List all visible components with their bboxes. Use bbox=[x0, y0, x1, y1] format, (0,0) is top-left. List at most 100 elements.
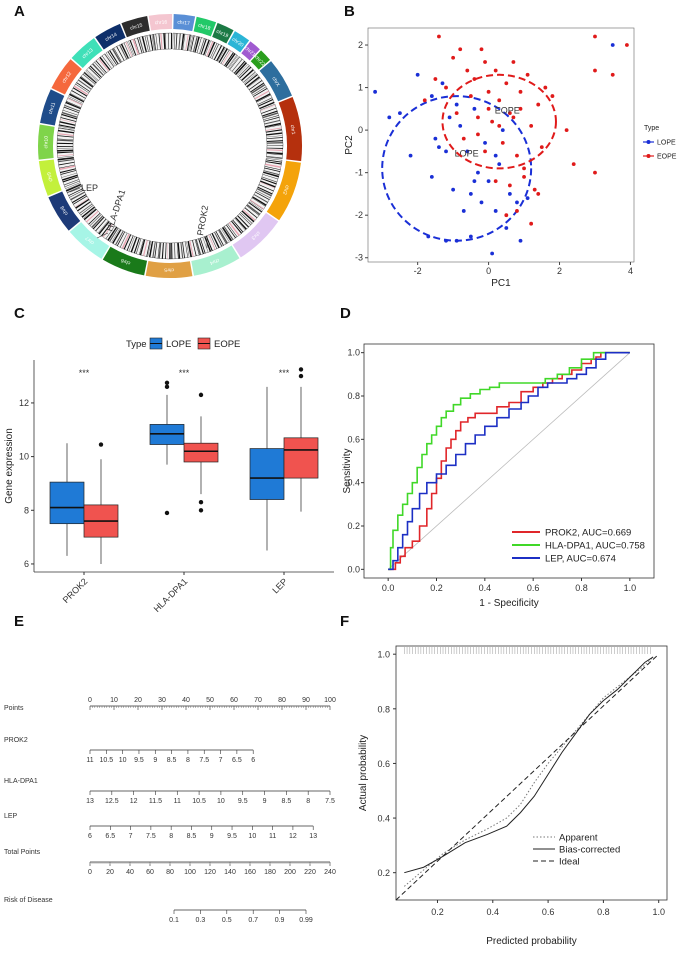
nomogram-tick-label: 8.5 bbox=[167, 757, 177, 764]
cytoband bbox=[266, 147, 283, 149]
data-point bbox=[511, 60, 516, 64]
nomogram-tick-label: 200 bbox=[284, 869, 296, 876]
cytoband bbox=[195, 239, 202, 256]
legend-dot bbox=[646, 140, 651, 144]
cytoband bbox=[266, 149, 283, 151]
data-point bbox=[373, 89, 377, 94]
cytoband bbox=[265, 161, 282, 165]
cytoband bbox=[231, 58, 243, 72]
cytoband bbox=[62, 109, 79, 116]
cytoband bbox=[229, 56, 240, 70]
cytoband bbox=[257, 97, 273, 105]
cytoband bbox=[141, 36, 147, 53]
cytoband bbox=[95, 60, 107, 73]
data-point bbox=[479, 200, 484, 205]
data-point bbox=[610, 43, 615, 47]
outlier-point bbox=[198, 508, 204, 513]
cytoband bbox=[123, 234, 132, 250]
cytoband bbox=[190, 35, 195, 52]
cytoband bbox=[171, 242, 173, 259]
ideogram-band bbox=[57, 156, 81, 189]
cytoband bbox=[169, 242, 171, 259]
cytoband bbox=[69, 93, 85, 101]
data-point bbox=[486, 106, 491, 111]
chromosome-label: chr20 bbox=[231, 37, 245, 49]
y-tick-label: 0.2 bbox=[347, 521, 360, 531]
cytoband bbox=[247, 77, 261, 88]
cytoband bbox=[239, 213, 252, 226]
ideogram-band bbox=[228, 56, 248, 76]
x-axis-title: PC1 bbox=[491, 278, 511, 289]
nomogram-tick-label: 70 bbox=[254, 697, 262, 704]
panel-label-e: E bbox=[14, 613, 24, 630]
cytoband bbox=[252, 86, 267, 96]
cytoband bbox=[165, 242, 167, 259]
data-point bbox=[507, 183, 512, 188]
panel-label-f: F bbox=[340, 613, 349, 630]
y-tick-label: 6 bbox=[24, 559, 29, 569]
outlier-point bbox=[298, 367, 304, 372]
cytoband bbox=[146, 35, 151, 52]
cytoband bbox=[97, 220, 109, 234]
nomogram-tick-label: 40 bbox=[182, 697, 190, 704]
y-tick-label: 0.8 bbox=[377, 704, 390, 714]
nomogram-tick-label: 11 bbox=[269, 833, 276, 840]
cytoband bbox=[128, 236, 135, 252]
cytoband bbox=[58, 161, 75, 166]
chromosome-label: chr17 bbox=[177, 20, 190, 27]
cytoband bbox=[60, 117, 77, 122]
cytoband bbox=[85, 210, 99, 223]
box bbox=[283, 437, 319, 479]
cytoband bbox=[266, 153, 283, 156]
significance-label: *** bbox=[279, 368, 290, 378]
cytoband bbox=[158, 33, 161, 50]
panel-label-b: B bbox=[344, 3, 355, 20]
cytoband bbox=[213, 45, 223, 60]
outlier-point bbox=[164, 510, 170, 516]
cytoband bbox=[186, 34, 191, 51]
data-point bbox=[625, 43, 629, 47]
cytoband bbox=[57, 142, 74, 145]
nomogram-tick-label: 0.3 bbox=[196, 917, 206, 924]
cytoband bbox=[170, 33, 173, 50]
cytoband bbox=[178, 33, 181, 50]
nomogram-tick-label: 10 bbox=[119, 757, 127, 764]
outlier-point bbox=[198, 500, 204, 505]
data-point bbox=[493, 209, 498, 213]
cytoband bbox=[107, 51, 117, 66]
cytoband bbox=[203, 39, 210, 56]
cytoband bbox=[256, 190, 271, 199]
cytoband bbox=[125, 41, 133, 57]
nomogram-tick-label: 12 bbox=[289, 833, 297, 840]
cytoband bbox=[176, 242, 179, 259]
cytoband bbox=[257, 186, 273, 195]
x-tick-label: 1.0 bbox=[652, 907, 665, 917]
nomogram-tick-label: 0 bbox=[88, 697, 92, 704]
cytoband bbox=[167, 242, 169, 259]
outlier-point bbox=[164, 380, 170, 386]
cytoband bbox=[61, 113, 78, 120]
y-tick-label: -2 bbox=[355, 210, 363, 220]
nomogram-tick-label: 0.5 bbox=[222, 917, 232, 924]
cytoband bbox=[266, 144, 283, 146]
cytoband bbox=[266, 140, 283, 142]
cytoband bbox=[200, 38, 207, 55]
cytoband bbox=[262, 110, 278, 117]
chromosome-segment bbox=[95, 23, 126, 50]
cytoband bbox=[82, 73, 96, 85]
cytoband bbox=[71, 194, 87, 204]
data-point bbox=[387, 115, 392, 120]
cytoband bbox=[246, 205, 260, 216]
cytoband bbox=[81, 206, 96, 218]
cytoband bbox=[57, 149, 74, 152]
nomogram-tick-label: 0.9 bbox=[275, 917, 285, 924]
chromosome-label: chr2 bbox=[281, 184, 290, 195]
data-point bbox=[429, 175, 434, 179]
data-point bbox=[504, 213, 509, 218]
cytoband bbox=[101, 55, 112, 69]
legend-label: LOPE bbox=[166, 339, 191, 350]
nomogram-tick-label: 6 bbox=[88, 833, 92, 840]
chromosome-label: chr3 bbox=[250, 230, 261, 241]
data-point bbox=[447, 115, 452, 120]
cytoband bbox=[199, 238, 206, 254]
